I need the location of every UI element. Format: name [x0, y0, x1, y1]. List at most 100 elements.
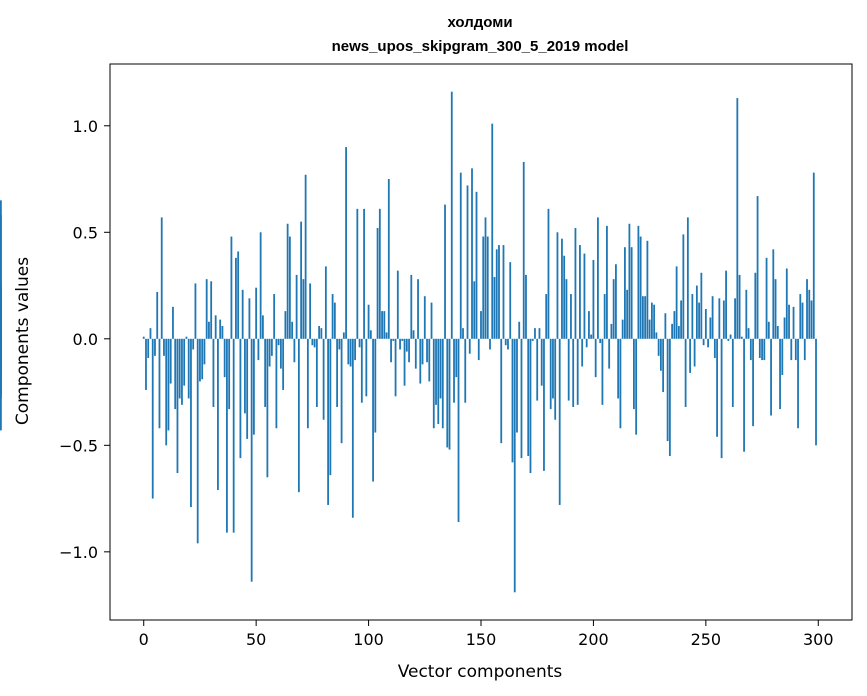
bar-22: [192, 338, 195, 350]
y-tick-label: 1.0: [73, 117, 98, 136]
bar-122: [417, 279, 419, 339]
bar-177: [540, 338, 543, 386]
bar-239: [680, 300, 683, 339]
bar-257: [720, 338, 723, 459]
bar-60: [277, 338, 280, 346]
bar-191: [572, 338, 575, 407]
bar-78: [318, 326, 321, 339]
bar-142: [462, 328, 464, 339]
bar-281: [774, 279, 777, 339]
bar-148: [475, 191, 478, 339]
bar-99: [365, 338, 368, 397]
bar-28: [205, 279, 208, 339]
bar-234: [668, 338, 671, 456]
bar-269: [747, 328, 750, 339]
bar-166: [516, 338, 518, 433]
bar-141: [459, 172, 462, 339]
bar-69: [297, 338, 300, 493]
bar-280: [772, 249, 775, 339]
bar-158: [498, 245, 500, 339]
bar-212: [619, 338, 622, 429]
bar-273: [756, 196, 759, 339]
bar-231: [662, 338, 665, 393]
bar-251: [707, 338, 709, 348]
bar-66: [291, 321, 294, 339]
bar-244: [691, 294, 694, 339]
bar-156: [493, 277, 496, 339]
bar-150: [480, 311, 482, 339]
bar-169: [522, 161, 525, 339]
bar-19: [185, 336, 188, 339]
bar-105: [378, 208, 381, 339]
x-axis-label: Vector components: [398, 662, 563, 682]
bar-240: [682, 234, 685, 339]
bar-264: [736, 98, 739, 339]
bar-3: [149, 328, 152, 339]
chart-title: холдоми: [447, 14, 512, 31]
bar-174: [534, 328, 536, 339]
bar-228: [655, 332, 658, 339]
bar-235: [671, 323, 674, 339]
y-axis-label: Components values: [13, 257, 33, 425]
bar-272: [754, 272, 757, 339]
bar-290: [794, 338, 797, 361]
bar-226: [650, 302, 653, 339]
x-tick-label: 300: [803, 630, 834, 649]
bar-187: [563, 255, 566, 339]
bar-79: [320, 328, 323, 339]
bar-81: [324, 266, 327, 339]
bar-182: [552, 338, 554, 399]
bar-220: [637, 225, 640, 339]
bar-236: [673, 311, 676, 339]
bar-18: [183, 338, 186, 386]
bar-223: [644, 296, 647, 339]
bar-93: [351, 338, 354, 518]
bar-48: [250, 338, 253, 582]
bar-74: [309, 283, 312, 339]
bar-172: [529, 338, 532, 474]
bar-274: [758, 338, 761, 358]
bar-209: [612, 279, 615, 339]
bar-119: [410, 274, 413, 339]
bar-258: [722, 300, 725, 339]
bar-65: [288, 236, 291, 339]
bar-210: [615, 264, 617, 339]
bar-283: [779, 338, 781, 410]
bar-5: [154, 338, 156, 356]
bar-222: [641, 296, 644, 339]
bar-279: [770, 338, 772, 416]
bar-171: [527, 338, 530, 456]
bar-266: [740, 336, 743, 339]
bar-294: [803, 338, 806, 361]
bar-253: [711, 296, 714, 339]
bar-289: [792, 306, 795, 339]
y-tick-label: −1.0: [59, 543, 98, 562]
bar-84: [331, 294, 334, 339]
chart-titles: холдоми news_upos_skipgram_300_5_2019 mo…: [332, 14, 629, 55]
bar-263: [734, 298, 736, 339]
bar-82: [327, 338, 329, 505]
bar-83: [329, 338, 332, 476]
bar-85: [333, 302, 336, 339]
bar-170: [525, 274, 527, 339]
bar-2: [147, 338, 150, 358]
bar-229: [657, 338, 660, 356]
bar-80: [322, 338, 325, 420]
x-tick-label: 250: [691, 630, 722, 649]
bar-157: [495, 249, 498, 339]
bar-140: [457, 338, 460, 522]
bar-23: [194, 283, 197, 339]
bar-162: [507, 338, 509, 350]
bar-271: [752, 338, 754, 427]
bar-89: [342, 332, 345, 339]
bar-245: [693, 338, 696, 367]
bar-179: [545, 294, 548, 339]
bar-202: [597, 217, 599, 339]
bar-131: [437, 338, 440, 425]
bar-262: [731, 338, 734, 407]
bar-186: [561, 238, 563, 339]
bar-17: [181, 338, 183, 405]
bar-176: [538, 328, 541, 339]
bar-7: [158, 338, 161, 429]
bar-40: [232, 338, 235, 533]
